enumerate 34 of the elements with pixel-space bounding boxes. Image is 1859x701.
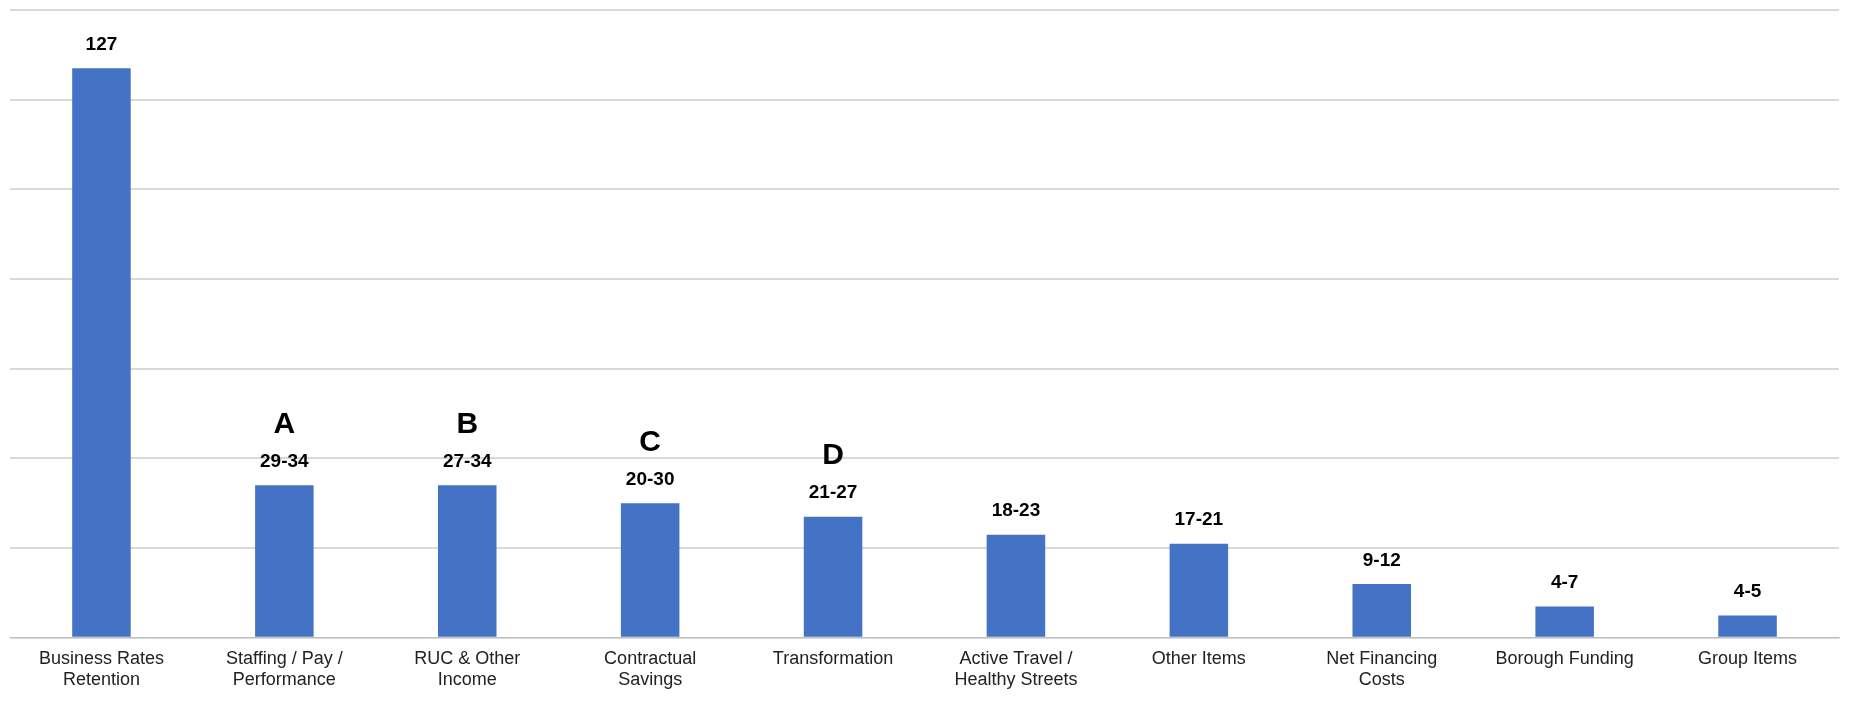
bar [1169,543,1229,637]
data-label: 20-30 [625,468,675,490]
x-tick-label: Net Financing Costs [1326,647,1438,690]
data-label: 29-34 [260,450,310,472]
bar [1352,583,1412,637]
bar [72,68,131,637]
x-tick-label: RUC & Other Income [414,647,521,690]
data-label: 18-23 [991,499,1041,521]
annotation: A [273,405,296,439]
bar [986,534,1046,637]
bar [255,485,314,637]
x-tick-label: Transformation [772,647,894,668]
annotation: C [639,423,661,457]
x-tick-label: Staffing / Pay / Performance [225,647,343,690]
bar [1535,606,1594,637]
x-tick-label: Business Rates Retention [38,647,164,690]
data-label: 9-12 [1362,548,1401,570]
x-tick-label: Other Items [1151,647,1246,668]
annotation: D [822,436,844,470]
x-tick-label: Group Items [1698,647,1798,668]
data-label: 17-21 [1174,508,1224,530]
x-tick-label: Borough Funding [1495,647,1634,668]
data-label: 127 [85,33,118,55]
bar [620,503,680,637]
bar [437,485,497,637]
annotation: B [456,405,479,439]
x-tick-label: Active Travel / Healthy Streets [954,647,1078,690]
data-label: 4-7 [1550,571,1579,593]
data-label: 4-5 [1733,580,1762,602]
bar [803,516,863,637]
x-tick-label: Contractual Savings [604,647,697,690]
data-label: 21-27 [808,481,858,503]
data-label: 27-34 [442,450,492,472]
bar [1718,615,1777,637]
